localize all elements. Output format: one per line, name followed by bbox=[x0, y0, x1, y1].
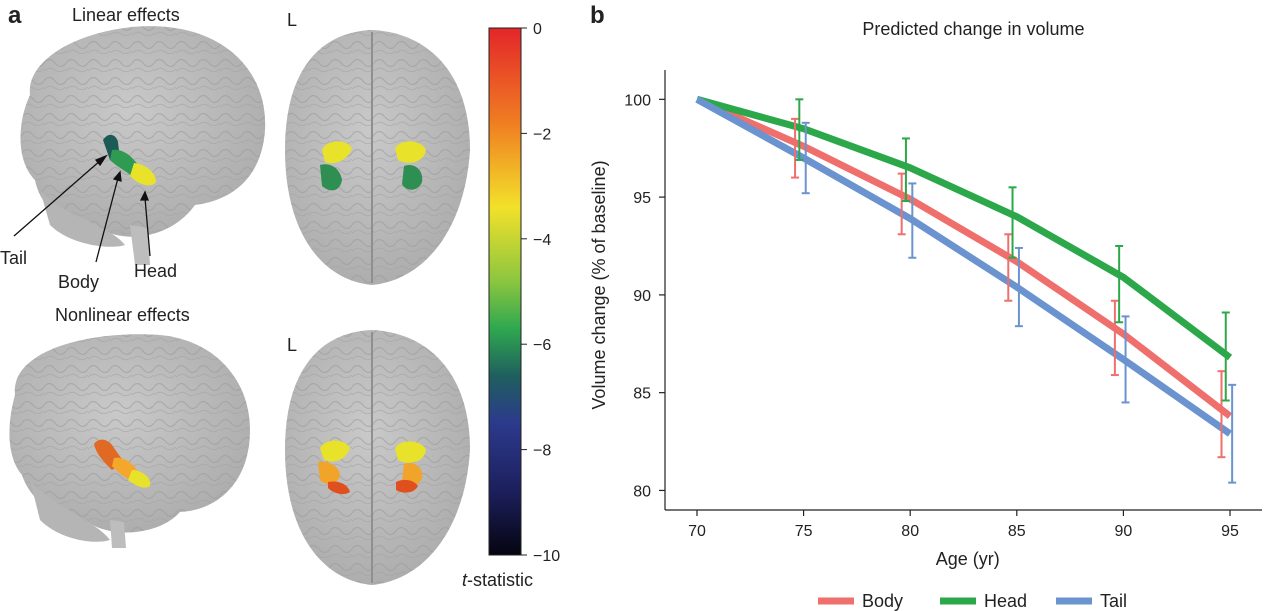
hemisphere-label-bottom: L bbox=[287, 335, 298, 355]
colorbar-label-rest: -statistic bbox=[467, 570, 534, 590]
colorbar-tick-label: −6 bbox=[533, 337, 551, 354]
linear-effects-title: Linear effects bbox=[72, 5, 180, 25]
y-tick-label: 90 bbox=[633, 288, 651, 305]
error-bar-body bbox=[1217, 370, 1226, 459]
hippocampus-nonlinear-lateral bbox=[94, 439, 151, 488]
legend-label-body: Body bbox=[862, 591, 903, 611]
error-bar-body bbox=[897, 172, 906, 236]
hemisphere-label-top: L bbox=[287, 10, 298, 30]
error-bar-head bbox=[1008, 186, 1017, 259]
error-bar-head bbox=[1115, 245, 1124, 324]
brain-lateral-top bbox=[20, 26, 266, 265]
brain-illustrations: 0 −2 −4 −6 −8 −10 bbox=[9, 21, 560, 585]
x-tick-label: 80 bbox=[901, 523, 919, 540]
hippocampus-linear-dorsal bbox=[320, 141, 426, 191]
x-tick-label: 70 bbox=[688, 523, 706, 540]
series-line-body bbox=[695, 96, 1233, 419]
colorbar-tick-label: −2 bbox=[533, 126, 551, 143]
colorbar-label: t-statistic bbox=[462, 570, 533, 591]
y-tick-label: 85 bbox=[633, 386, 651, 403]
brain-lateral-bottom bbox=[9, 334, 250, 548]
annotation-tail: Tail bbox=[0, 248, 28, 268]
brain-dorsal-top bbox=[285, 30, 470, 285]
annotation-head: Head bbox=[134, 261, 178, 281]
legend-label-head: Head bbox=[984, 591, 1027, 611]
colorbar bbox=[488, 27, 522, 556]
panel-a-letter: a bbox=[8, 2, 22, 29]
nonlinear-effects-title: Nonlinear effects bbox=[55, 305, 190, 325]
colorbar-tick-label: 0 bbox=[533, 21, 542, 38]
colorbar-tick-label: −10 bbox=[533, 548, 560, 565]
y-tick-label: 80 bbox=[633, 483, 651, 500]
hippocampus-nonlinear-dorsal bbox=[318, 440, 426, 495]
y-tick-label: 100 bbox=[624, 92, 651, 109]
annotation-arrows bbox=[13, 154, 151, 263]
error-bar-tail bbox=[1014, 246, 1023, 328]
error-bar-tail bbox=[908, 182, 917, 259]
chart-title: Predicted change in volume bbox=[862, 19, 1084, 39]
error-bar-body bbox=[1110, 299, 1119, 377]
series-line-tail bbox=[695, 96, 1233, 437]
y-tick-label: 95 bbox=[633, 190, 651, 207]
brain-dorsal-bottom bbox=[285, 330, 470, 585]
error-bar-tail bbox=[801, 121, 810, 195]
x-axis-label: Age (yr) bbox=[936, 549, 1000, 569]
y-axis-label: Volume change (% of baseline) bbox=[589, 160, 609, 409]
colorbar-ticks: 0 −2 −4 −6 −8 −10 bbox=[521, 21, 560, 565]
panel-b-letter: b bbox=[590, 2, 605, 29]
colorbar-label-t: t bbox=[462, 570, 468, 590]
error-bar-head bbox=[1221, 311, 1230, 402]
annotation-body: Body bbox=[58, 272, 100, 292]
x-tick-label: 85 bbox=[1008, 523, 1026, 540]
colorbar-tick-label: −8 bbox=[533, 443, 551, 460]
error-bar-head bbox=[901, 137, 910, 203]
error-bar-body bbox=[791, 117, 800, 179]
x-tick-label: 95 bbox=[1221, 523, 1239, 540]
error-bar-head bbox=[795, 98, 804, 161]
x-tick-label: 75 bbox=[795, 523, 813, 540]
error-bar-body bbox=[1004, 233, 1013, 302]
series-line-head bbox=[696, 95, 1233, 361]
error-bar-tail bbox=[1121, 315, 1130, 404]
error-bar-tail bbox=[1228, 383, 1237, 484]
hippocampus-linear-lateral bbox=[103, 134, 156, 186]
colorbar-tick-label: −4 bbox=[533, 232, 551, 249]
x-tick-label: 90 bbox=[1115, 523, 1133, 540]
legend-label-tail: Tail bbox=[1100, 591, 1127, 611]
